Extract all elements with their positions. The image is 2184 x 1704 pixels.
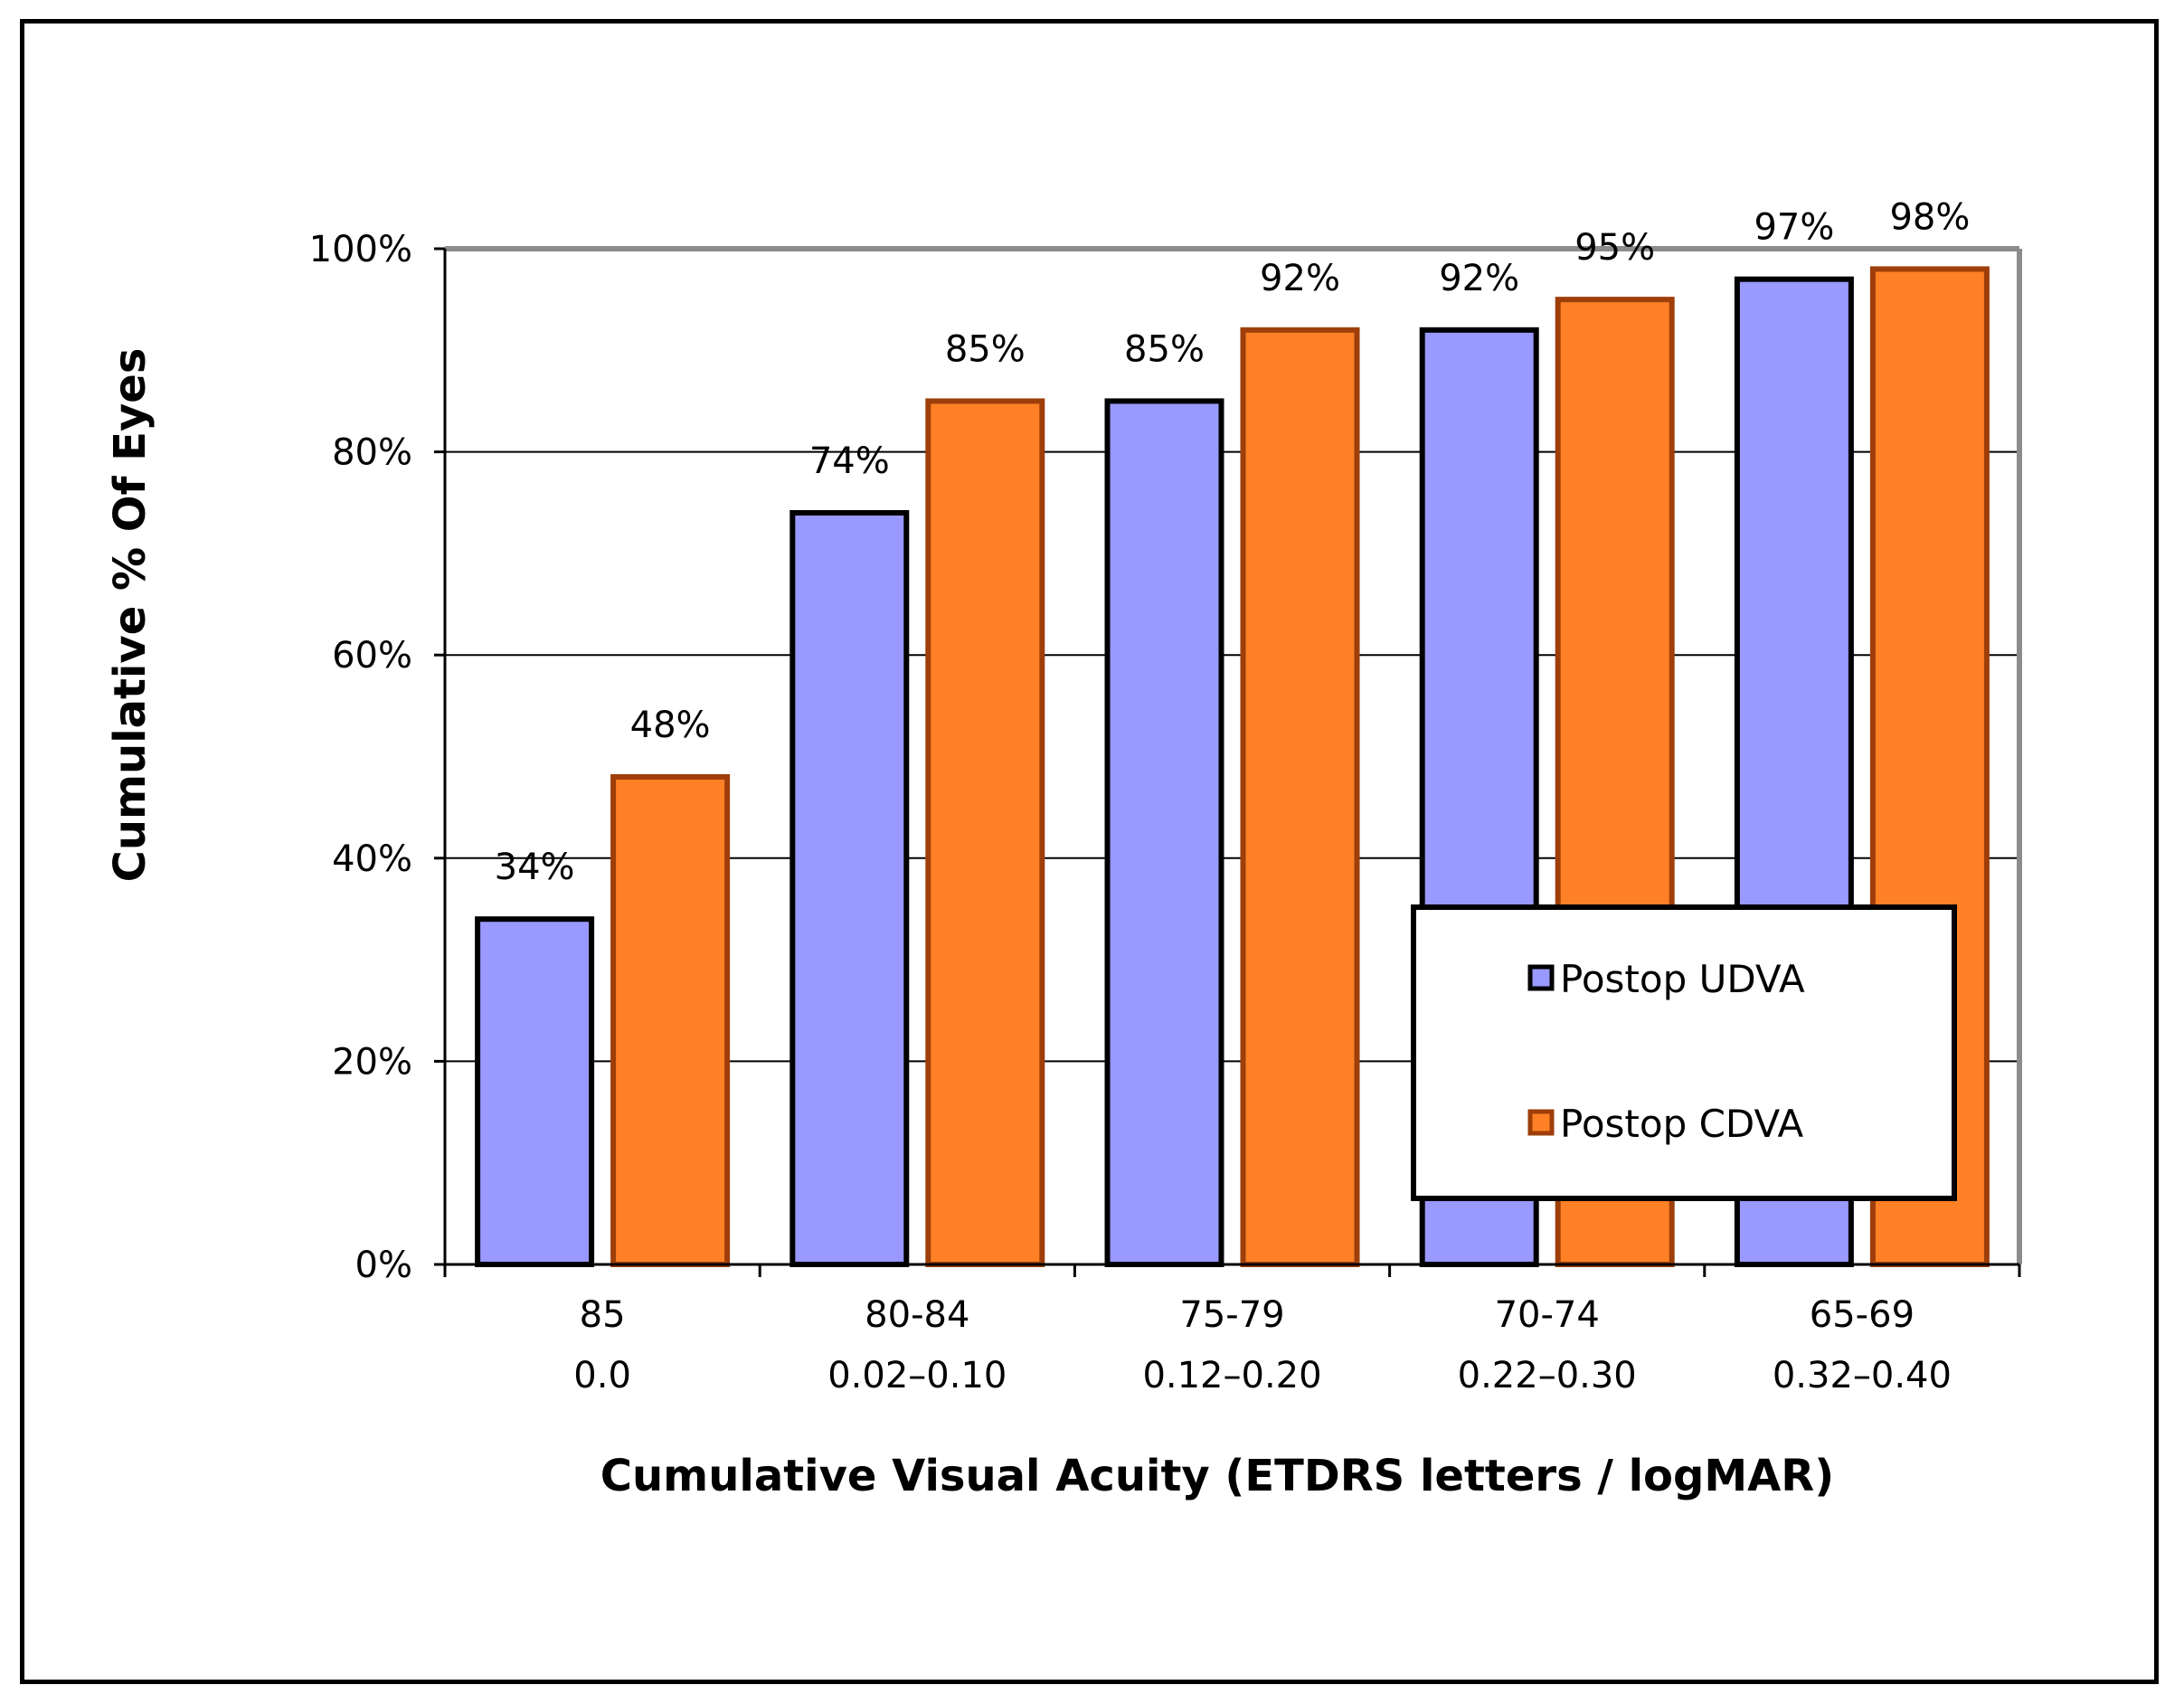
legend-swatch-cdva (1527, 1109, 1555, 1136)
data-label-postop-udva: 85% (1124, 328, 1205, 370)
x-tick-label-letters: 70-74 (1495, 1294, 1600, 1336)
x-tick-label-logmar: 0.22–0.30 (1458, 1355, 1637, 1396)
data-label-postop-udva: 97% (1754, 207, 1834, 249)
x-tick-label-letters: 85 (580, 1294, 626, 1336)
bar-postop-cdva (610, 773, 731, 1267)
bar-postop-udva (1104, 398, 1224, 1267)
axes (443, 246, 2022, 1266)
x-tick-label-logmar: 0.02–0.10 (827, 1355, 1007, 1396)
x-tick-label-logmar: 0.12–0.20 (1142, 1355, 1321, 1396)
y-axis-title: Cumulative % Of Eyes (105, 348, 156, 883)
data-label-postop-cdva: 92% (1260, 258, 1340, 299)
data-label-postop-cdva: 85% (945, 328, 1026, 370)
x-tick-label-letters: 65-69 (1810, 1294, 1915, 1336)
data-label-postop-cdva: 98% (1889, 196, 1970, 238)
x-tick-label-logmar: 0.32–0.40 (1773, 1355, 1952, 1396)
data-label-postop-cdva: 95% (1574, 227, 1655, 269)
y-tick-label: 40% (332, 838, 412, 880)
bar-postop-udva (789, 509, 910, 1267)
y-tick-label: 20% (332, 1041, 412, 1083)
bar-postop-cdva (1240, 327, 1360, 1268)
legend-swatch-udva (1527, 964, 1555, 991)
y-tick-label: 80% (332, 432, 412, 474)
y-tick-label: 0% (355, 1245, 412, 1286)
bar-postop-cdva (925, 398, 1045, 1267)
ticks: 0% 20% 40% 60% 80% 100% 85 0.0 80-84 0.02–0.10 75-… (309, 229, 2021, 1396)
legend-label-udva: Postop UDVA (1560, 957, 1805, 1001)
x-tick-label-letters: 75-79 (1179, 1294, 1284, 1336)
x-tick-label-letters: 80-84 (865, 1294, 969, 1336)
data-label-postop-udva: 92% (1439, 258, 1519, 299)
data-label-postop-udva: 74% (809, 440, 890, 482)
legend-box (1411, 904, 1957, 1201)
x-tick-label-logmar: 0.0 (573, 1355, 631, 1396)
legend: Postop UDVA Postop CDVA (1411, 904, 1957, 1201)
bar-postop-udva (475, 916, 595, 1267)
y-tick-label: 60% (332, 635, 412, 677)
y-tick-label: 100% (309, 229, 412, 270)
x-axis-title: Cumulative Visual Acuity (ETDRS letters … (600, 1451, 1834, 1501)
data-labels: 34% 74% 85% 92% 97% 48% 85% 92% 95% 98% (495, 196, 1971, 888)
legend-label-cdva: Postop CDVA (1560, 1102, 1804, 1146)
data-label-postop-udva: 34% (495, 847, 575, 888)
data-label-postop-cdva: 48% (630, 705, 711, 746)
